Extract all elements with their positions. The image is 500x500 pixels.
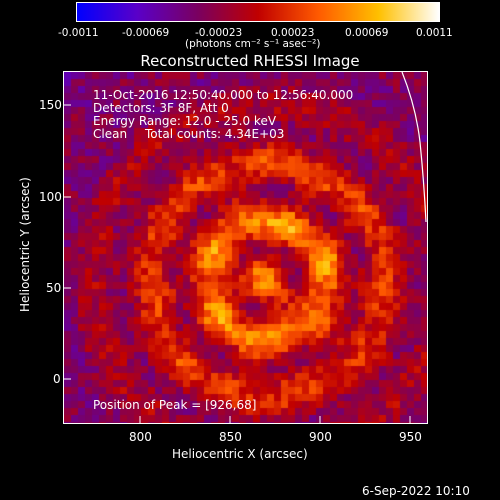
x-tick-label: 900	[309, 430, 332, 444]
info-total-counts: Total counts: 4.34E+03	[145, 127, 285, 141]
colorbar-tick: 0.0011	[416, 27, 453, 39]
timestamp: 6-Sep-2022 10:10	[362, 484, 470, 498]
y-tick-label: 150	[39, 98, 62, 112]
colorbar-tick: 0.00023	[271, 27, 315, 39]
x-axis-label: Heliocentric X (arcsec)	[172, 447, 308, 461]
info-algorithm: Clean	[93, 127, 128, 141]
colorbar-ticks: -0.0011 -0.00069 -0.00023 0.00023 0.0006…	[58, 22, 453, 39]
info-time-range: 11-Oct-2016 12:50:40.000 to 12:56:40.000	[93, 88, 354, 102]
x-tick-label: 800	[129, 430, 152, 444]
colorbar	[76, 2, 440, 22]
image-panel	[63, 71, 428, 424]
x-tick-label: 850	[219, 430, 242, 444]
info-energy-range: Energy Range: 12.0 - 25.0 keV	[93, 114, 277, 128]
image-title: Reconstructed RHESSI Image	[140, 52, 360, 70]
colorbar-tick: -0.0011	[58, 27, 99, 39]
info-peak-position: Position of Peak = [926,68]	[93, 398, 257, 412]
rhessi-image	[64, 72, 427, 423]
y-tick-label: 100	[39, 190, 62, 204]
colorbar-tick: 0.00069	[345, 27, 389, 39]
colorbar-tick: -0.00023	[195, 27, 243, 39]
info-detectors: Detectors: 3F 8F, Att 0	[93, 101, 229, 115]
y-axis-label: Heliocentric Y (arcsec)	[18, 177, 32, 312]
y-tick-label: 50	[46, 281, 62, 295]
colorbar-units: (photons cm⁻² s⁻¹ asec⁻²)	[185, 38, 321, 50]
solar-limb-line	[401, 72, 427, 223]
colorbar-tick: -0.00069	[122, 27, 170, 39]
limb-overlay	[401, 72, 427, 223]
x-tick-label: 950	[399, 430, 422, 444]
y-tick-label: 0	[53, 372, 61, 386]
